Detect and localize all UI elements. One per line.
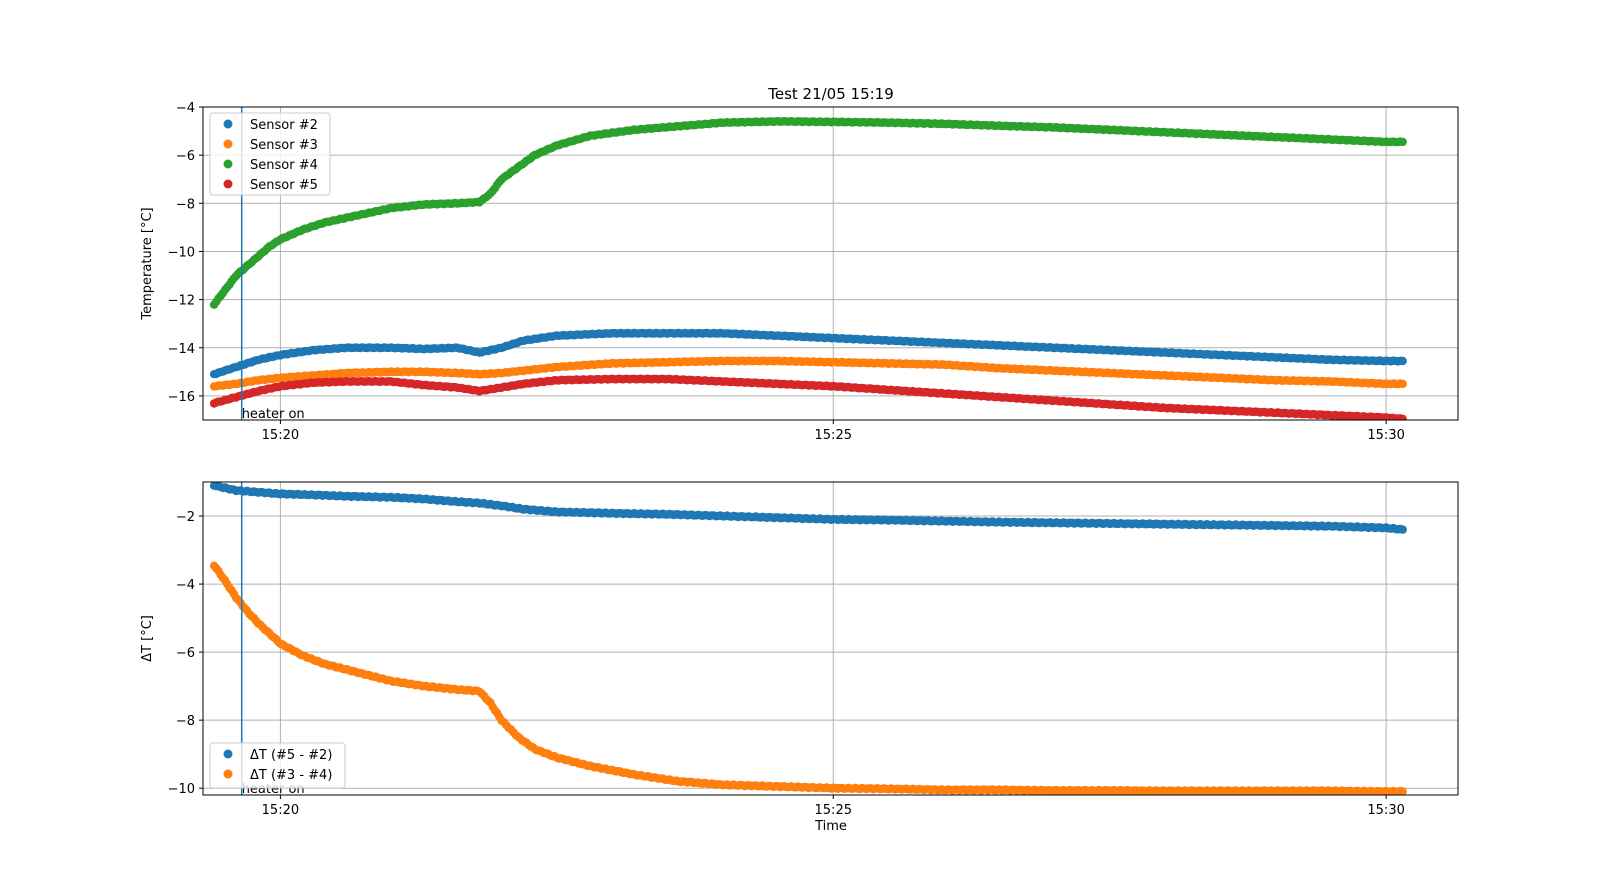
figure-title: Test 21/05 15:19 (767, 85, 894, 103)
axes-frame (202, 481, 1459, 796)
y-tick-label: −14 (168, 342, 195, 357)
y-tick-label: −6 (176, 646, 195, 661)
series-4 (209, 374, 1407, 420)
legend-label: ΔT (#3 - #4) (250, 768, 332, 783)
y-axis-label: Temperature [°C] (140, 207, 155, 320)
y-tick-label: −6 (176, 149, 195, 164)
y-tick-label: −8 (176, 714, 195, 729)
plot-area (209, 117, 1407, 420)
y-tick-label: −10 (168, 782, 195, 797)
legend: Sensor #2 Sensor #3 Sensor #4 Sensor #5 (209, 112, 331, 196)
series-2 (209, 561, 1407, 795)
legend-marker (223, 749, 233, 759)
y-axis-label: ΔT [°C] (140, 615, 155, 662)
legend-label: Sensor #3 (250, 138, 318, 153)
legend-label: Sensor #4 (250, 158, 318, 173)
y-tick-label: −4 (176, 578, 195, 593)
axes-frame (202, 106, 1459, 421)
series-1 (209, 328, 1407, 379)
y-tick-label: −12 (168, 294, 195, 309)
data-point (1398, 414, 1407, 420)
legend: ΔT (#5 - #2) ΔT (#3 - #4) (209, 742, 346, 789)
temperature-panel: 15:20 15:25 15:30 −16 −14 −12 −10 −8 −6 −4 Tempera… (140, 101, 1459, 443)
legend-marker (223, 179, 233, 189)
data-point (1398, 525, 1407, 534)
legend-marker (223, 769, 233, 779)
plot-area (209, 482, 1407, 795)
legend-label: ΔT (#5 - #2) (250, 748, 332, 763)
data-point (1398, 787, 1407, 795)
legend-box (209, 742, 346, 789)
y-tick-label: −10 (168, 245, 195, 260)
data-point (1398, 356, 1407, 366)
legend-marker (223, 119, 233, 129)
legend-label: Sensor #2 (250, 118, 318, 133)
series-3 (209, 117, 1407, 309)
y-tick-label: −8 (176, 197, 195, 212)
x-tick-label: 15:30 (1367, 428, 1404, 443)
data-point (1398, 379, 1407, 389)
y-tick-label: −4 (176, 101, 195, 116)
x-axis-label: Time (814, 819, 847, 834)
y-tick-label: −2 (176, 510, 195, 525)
series-2 (209, 356, 1407, 391)
x-tick-label: 15:20 (262, 803, 299, 818)
y-tick-label: −16 (168, 390, 195, 405)
series-1 (209, 482, 1407, 534)
data-point (1398, 137, 1407, 147)
x-tick-label: 15:25 (815, 428, 852, 443)
legend-box (209, 112, 331, 196)
x-tick-label: 15:30 (1367, 803, 1404, 818)
legend-marker (223, 159, 233, 169)
legend-marker (223, 139, 233, 149)
heater-on-label: heater on (242, 407, 305, 422)
delta-t-panel: 15:20 15:25 15:30−10−8−6−4−2ΔT [°C]heater … (140, 481, 1459, 818)
x-tick-label: 15:25 (815, 803, 852, 818)
x-tick-label: 15:20 (262, 428, 299, 443)
legend-label: Sensor #5 (250, 178, 318, 193)
